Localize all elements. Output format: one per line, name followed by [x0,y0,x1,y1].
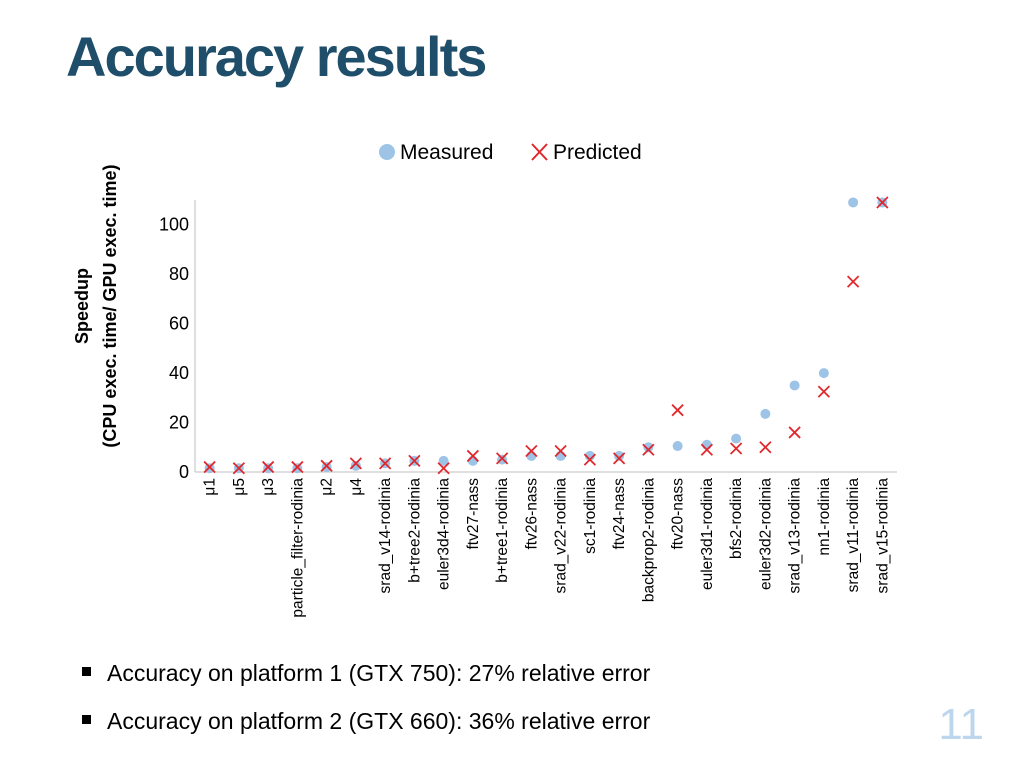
chart-marks [203,196,889,475]
x-tick-label: μ3 [260,478,277,496]
measured-point [731,433,742,444]
bullet-text: Accuracy on platform 2 (GTX 660): 36% re… [107,708,651,734]
predicted-point [759,441,772,454]
x-tick-label: ftv27-nass [465,478,482,550]
predicted-point [232,462,246,475]
measured-point [848,197,859,208]
chart-legend: Measured Predicted [379,141,642,164]
predicted-point [291,460,304,474]
measured-point [584,450,595,461]
legend-measured-marker [379,144,395,160]
predicted-point [876,196,889,209]
y-tick-label: 20 [169,413,189,433]
x-tick-label: euler3d1-rodinia [699,478,716,590]
predicted-point [320,459,333,472]
speedup-scatter-chart: Measured Predicted Speedup (CPU exec. time… [72,141,897,618]
measured-point [760,408,771,419]
y-tick-label: 60 [169,314,189,334]
predicted-point [642,443,655,456]
predicted-point [583,453,597,466]
x-tick-label: euler3d4-rodinia [436,478,453,590]
measured-point [818,368,829,379]
predicted-point [466,449,480,463]
square-bullet-icon [82,715,91,724]
x-tick-label: srad_v22-rodinia [553,478,570,594]
predicted-point [525,444,538,458]
predicted-point [261,460,275,474]
x-tick-label: srad_v11-rodinia [845,478,862,593]
measured-point [614,450,625,461]
y-tick-label: 40 [169,363,189,383]
x-tick-label: ftv20-nass [670,478,687,550]
predicted-point [817,385,831,398]
predicted-point [203,460,216,474]
y-axis-title-line: (CPU exec. time/ GPU exec. time) [100,164,120,447]
bullet-item: Accuracy on platform 1 (GTX 750): 27% re… [82,650,650,698]
y-axis-title-line: Speedup [72,268,92,344]
measured-point [438,455,449,466]
measured-point [555,450,566,461]
predicted-point [378,457,392,470]
x-tick-label: backprop2-rodinia [640,478,657,602]
y-axis-label: Speedup (CPU exec. time/ GPU exec. time) [72,164,120,447]
legend-predicted-label: Predicted [553,141,642,164]
measured-point [643,442,654,453]
predicted-point [700,443,714,456]
predicted-point [554,444,567,458]
x-tick-label: ftv26-nass [523,478,540,550]
measured-point [789,380,800,391]
predicted-point [729,442,743,455]
x-tick-label: srad_v15-rodinia [874,478,891,594]
measured-point [350,460,361,471]
y-tick-label: 0 [179,462,189,482]
bullet-text: Accuracy on platform 1 (GTX 750): 27% re… [107,660,651,686]
x-tick-label: srad_v13-rodinia [787,478,804,594]
predicted-point [846,275,860,288]
bullet-item: Accuracy on platform 2 (GTX 660): 36% re… [82,698,650,746]
square-bullet-icon [82,667,91,676]
slide-title: Accuracy results [66,25,487,88]
x-tick-label: μ1 [202,478,219,496]
x-tick-label: particle_filter-rodinia [289,478,306,618]
bullet-list: Accuracy on platform 1 (GTX 750): 27% re… [82,650,650,746]
x-tick-label: nn1-rodinia [816,478,833,556]
x-tick-label: b+tree2-rodinia [406,478,423,583]
x-tick-label: b+tree1-rodinia [494,478,511,583]
x-tick-label: bfs2-rodinia [728,478,745,559]
page-number: 11 [938,700,984,749]
y-axis-ticks: 0 20 40 60 80 100 [159,215,189,482]
predicted-point [612,452,626,465]
predicted-point [408,454,421,468]
legend-predicted-marker [531,143,548,161]
predicted-point [495,452,509,465]
predicted-point [788,426,801,439]
x-tick-label: μ4 [348,478,365,496]
y-tick-label: 100 [159,215,189,235]
measured-point [467,455,478,466]
predicted-point [437,462,450,475]
predicted-point [671,404,684,417]
x-tick-label: μ5 [231,478,248,496]
y-tick-label: 80 [169,264,189,284]
x-axis-ticks: μ1 μ5 μ3 particle_filter-rodinia μ2 μ4 srad_v1… [202,478,892,618]
chart-axes [194,200,897,473]
legend-measured-label: Measured [400,141,493,164]
x-tick-label: ftv24-nass [611,478,628,550]
measured-point [701,439,712,450]
x-tick-label: euler3d2-rodinia [757,478,774,590]
x-tick-label: sc1-rodinia [582,478,599,554]
x-tick-label: srad_v14-rodinia [377,478,394,594]
measured-point [672,441,683,452]
measured-point [526,450,537,461]
x-tick-label: μ2 [319,478,336,496]
predicted-point [349,457,363,470]
